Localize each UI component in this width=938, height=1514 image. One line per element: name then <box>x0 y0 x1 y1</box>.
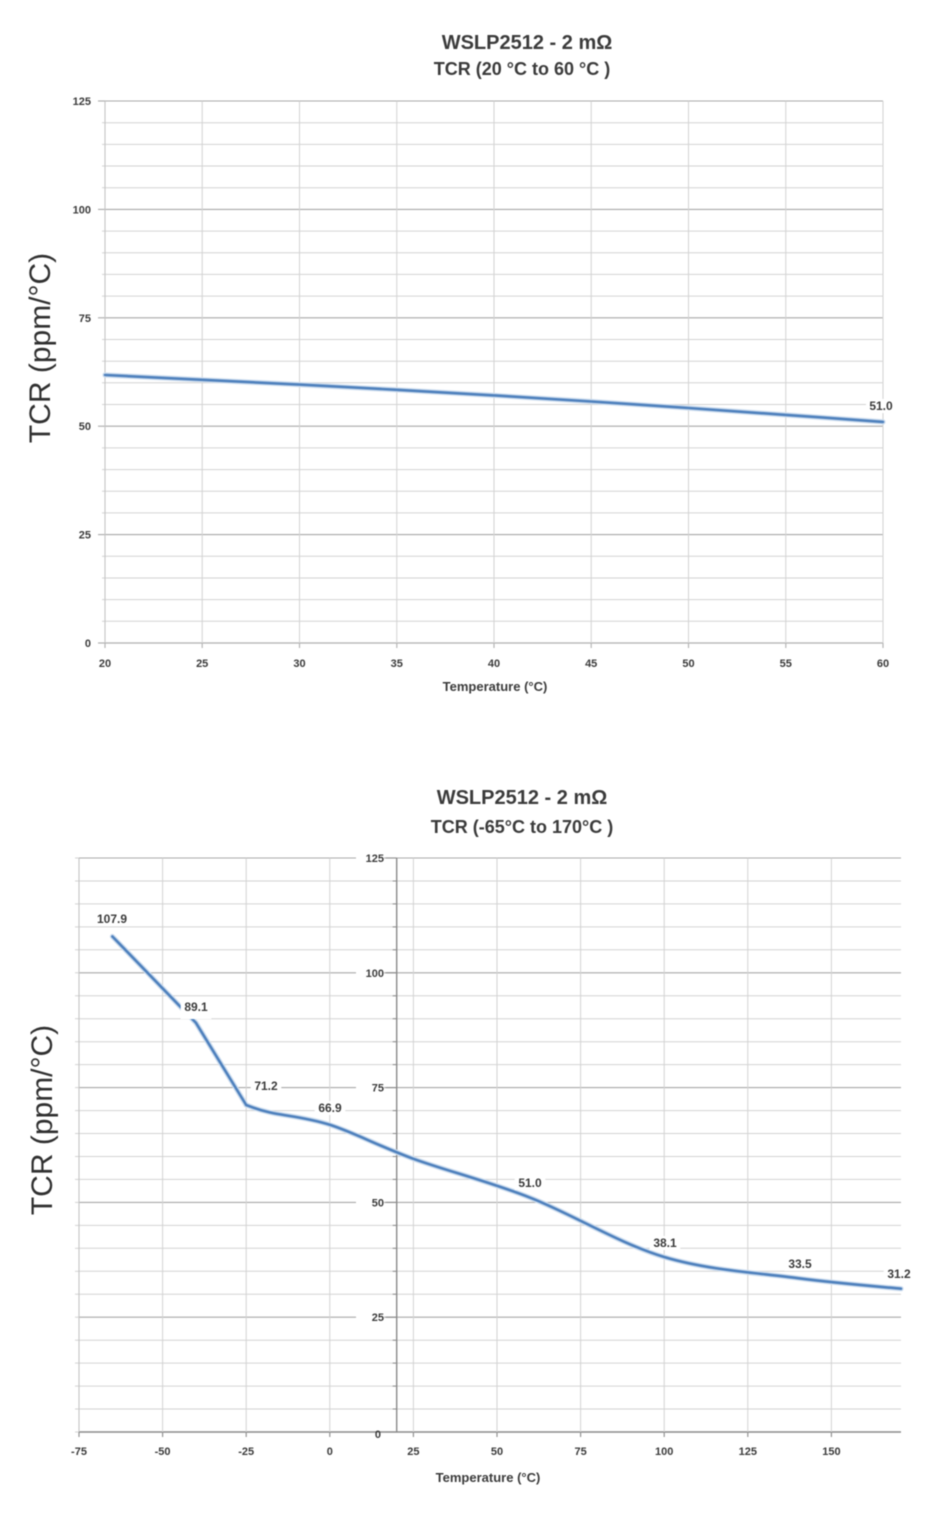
svg-text:55: 55 <box>780 658 792 670</box>
svg-text:Temperature (°C): Temperature (°C) <box>436 1470 541 1485</box>
svg-text:-50: -50 <box>155 1446 171 1458</box>
svg-text:125: 125 <box>73 96 91 108</box>
svg-text:107.9: 107.9 <box>97 912 127 926</box>
svg-text:0: 0 <box>327 1446 333 1458</box>
svg-text:25: 25 <box>372 1312 384 1324</box>
svg-text:50: 50 <box>491 1446 503 1458</box>
svg-text:75: 75 <box>79 313 91 325</box>
svg-text:25: 25 <box>196 658 208 670</box>
svg-text:66.9: 66.9 <box>318 1101 342 1115</box>
svg-text:20: 20 <box>99 658 111 670</box>
svg-text:125: 125 <box>366 853 384 865</box>
svg-text:75: 75 <box>372 1083 384 1095</box>
svg-text:60: 60 <box>877 658 889 670</box>
svg-text:51.0: 51.0 <box>518 1176 542 1190</box>
svg-text:89.1: 89.1 <box>184 1000 208 1014</box>
svg-text:38.1: 38.1 <box>653 1236 677 1250</box>
svg-text:-75: -75 <box>71 1446 87 1458</box>
svg-text:TCR (-65°C to 170°C ): TCR (-65°C to 170°C ) <box>431 817 613 837</box>
svg-text:50: 50 <box>682 658 694 670</box>
svg-text:WSLP2512 - 2 mΩ: WSLP2512 - 2 mΩ <box>437 787 608 809</box>
svg-text:50: 50 <box>79 421 91 433</box>
svg-text:TCR (ppm/°C): TCR (ppm/°C) <box>24 253 57 443</box>
svg-text:51.0: 51.0 <box>869 399 893 413</box>
svg-text:150: 150 <box>822 1446 840 1458</box>
svg-text:TCR (ppm/°C): TCR (ppm/°C) <box>26 1025 59 1215</box>
svg-text:-25: -25 <box>238 1446 254 1458</box>
svg-text:75: 75 <box>574 1446 586 1458</box>
svg-text:100: 100 <box>366 968 384 980</box>
svg-text:125: 125 <box>739 1446 757 1458</box>
svg-text:WSLP2512 - 2 mΩ: WSLP2512 - 2 mΩ <box>442 32 613 54</box>
svg-text:100: 100 <box>73 204 91 216</box>
svg-text:25: 25 <box>79 530 91 542</box>
svg-text:TCR (20 °C to 60 °C ): TCR (20 °C to 60 °C ) <box>434 59 610 79</box>
svg-text:33.5: 33.5 <box>788 1257 812 1271</box>
svg-text:0: 0 <box>85 638 91 650</box>
svg-text:100: 100 <box>655 1446 673 1458</box>
svg-text:Temperature (°C): Temperature (°C) <box>443 679 548 694</box>
svg-text:50: 50 <box>372 1197 384 1209</box>
svg-text:30: 30 <box>293 658 305 670</box>
svg-text:25: 25 <box>407 1446 419 1458</box>
svg-text:35: 35 <box>391 658 403 670</box>
svg-text:71.2: 71.2 <box>254 1079 278 1093</box>
svg-text:0: 0 <box>375 1429 381 1441</box>
svg-text:45: 45 <box>585 658 597 670</box>
svg-text:31.2: 31.2 <box>887 1267 911 1281</box>
svg-text:40: 40 <box>488 658 500 670</box>
